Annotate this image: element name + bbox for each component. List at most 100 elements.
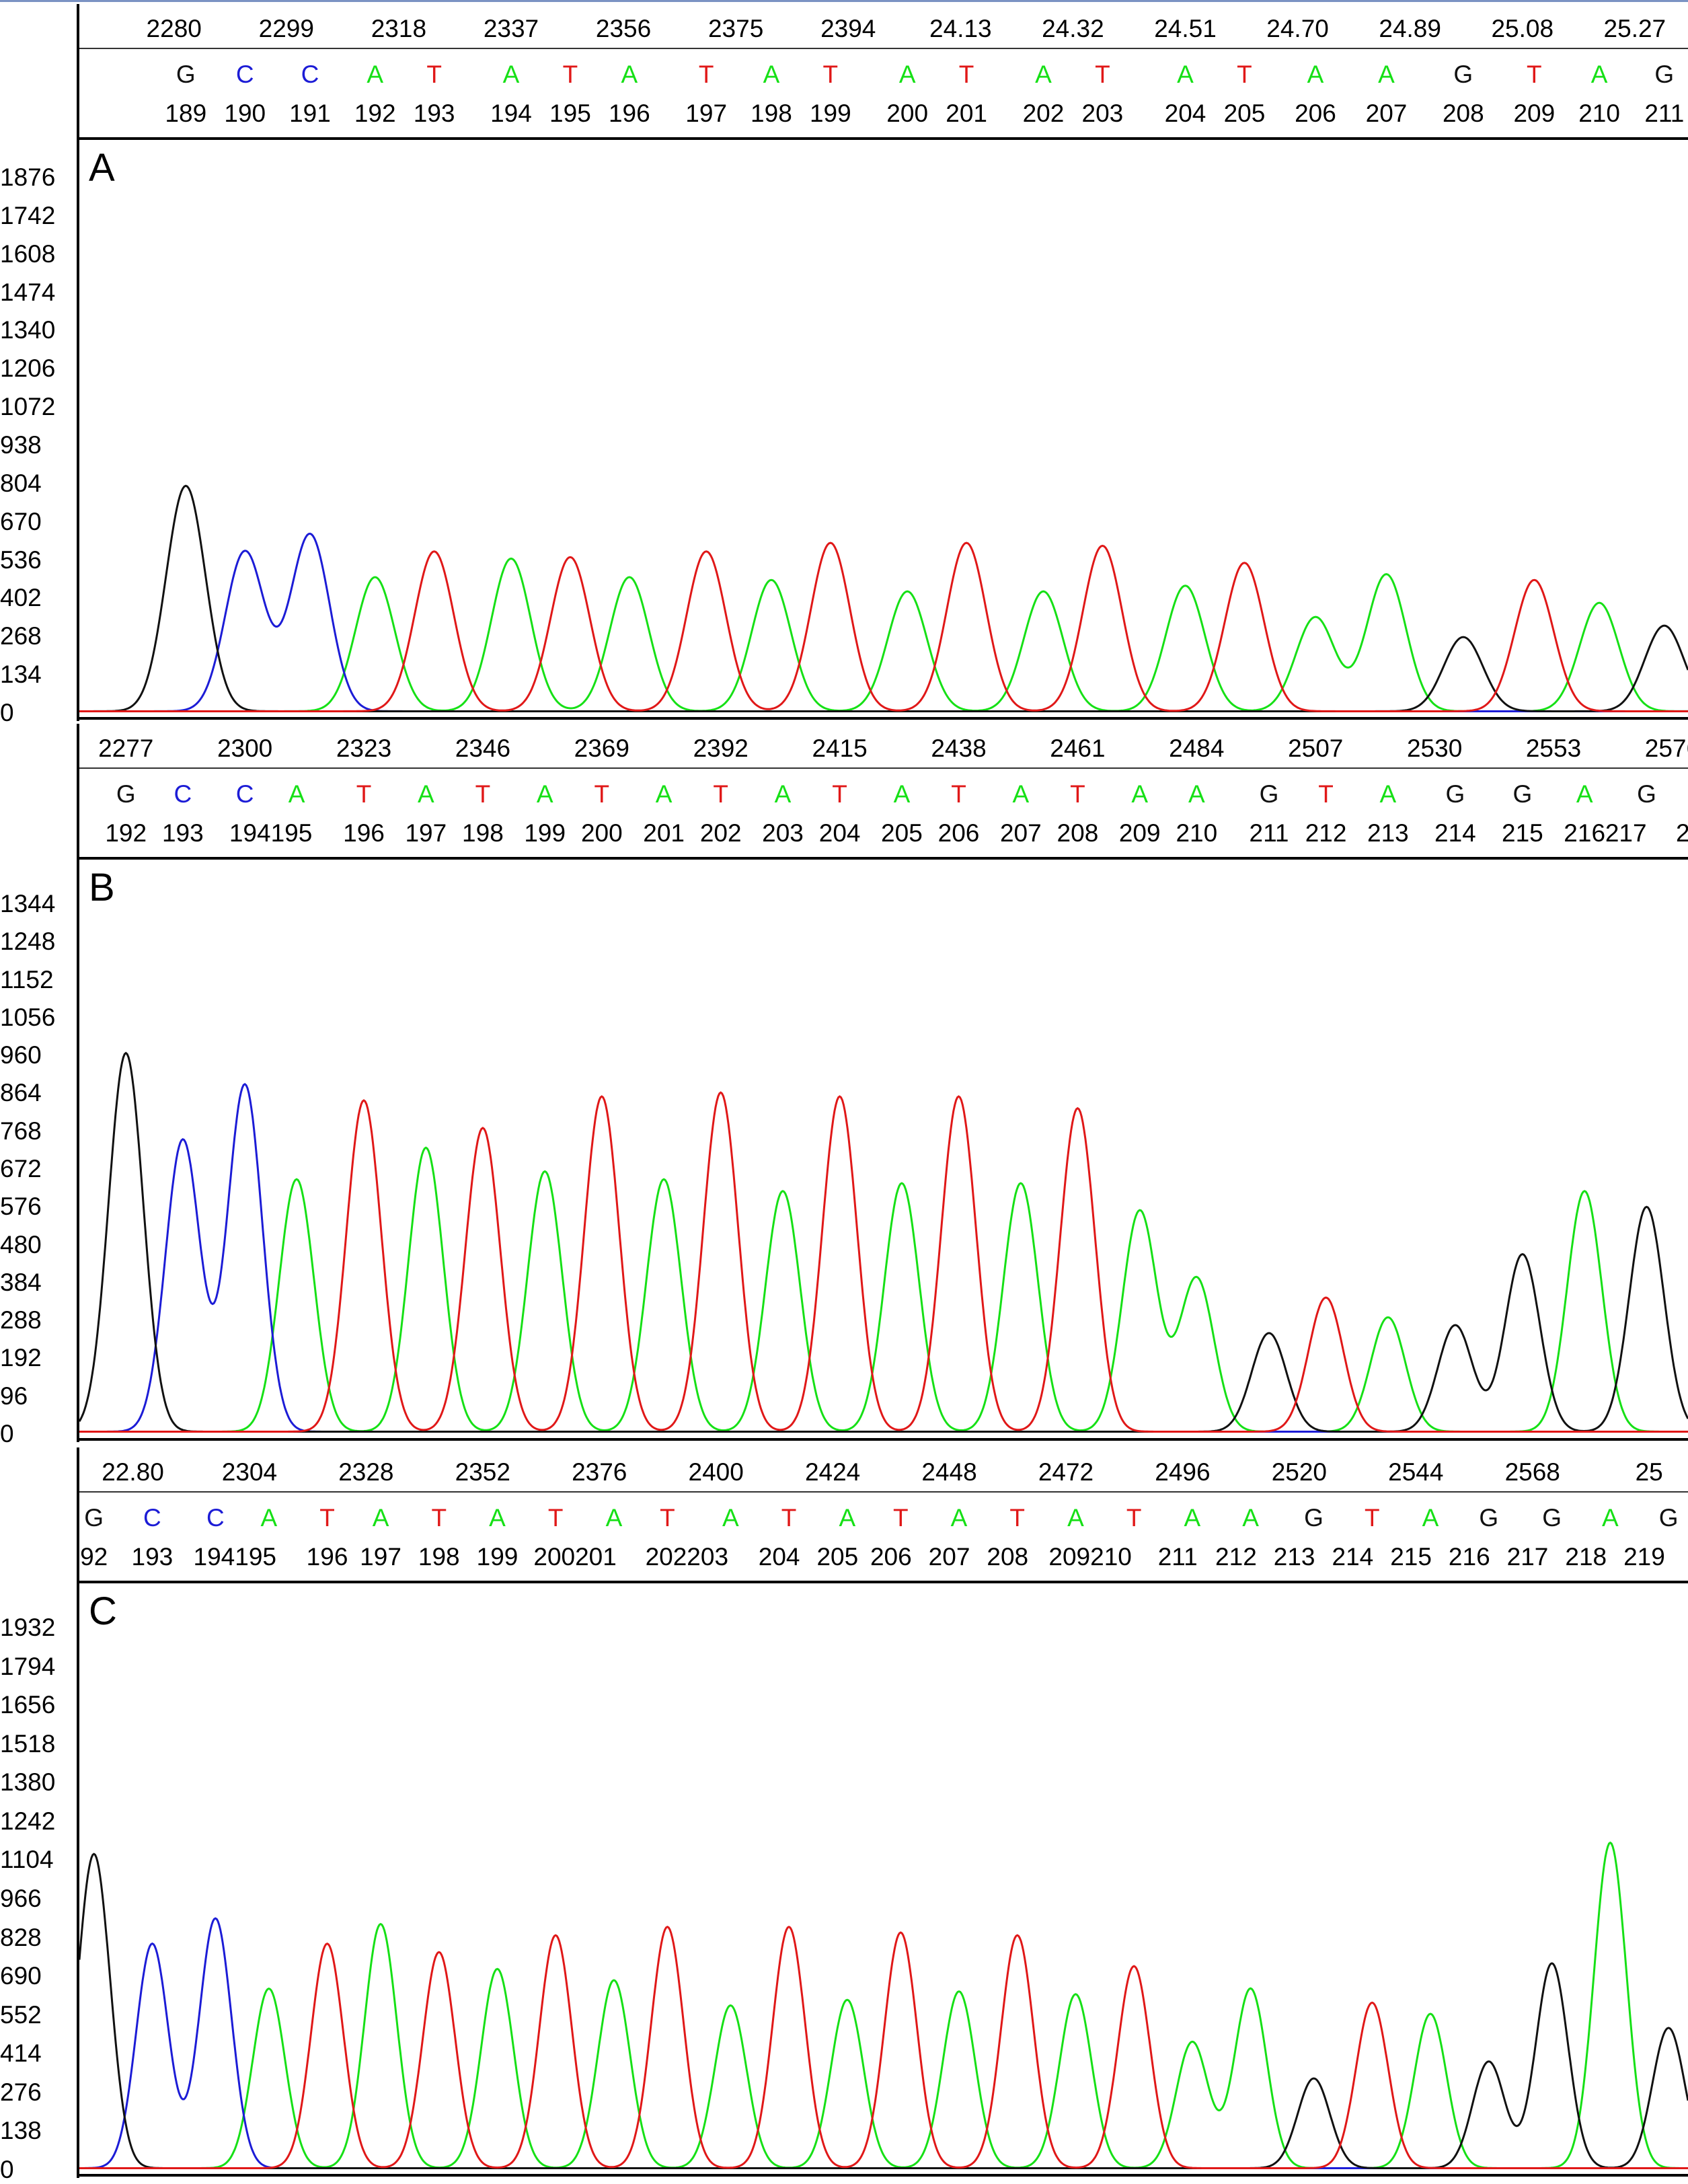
base-call-a: A (1602, 1504, 1619, 1532)
trace-c (79, 532, 1688, 712)
base-call-a: A (655, 780, 673, 808)
base-position-number: 197 (685, 100, 728, 127)
trace-c (79, 1917, 1688, 2169)
base-call-g: G (1479, 1504, 1499, 1532)
header-bottom-line (77, 1581, 1688, 1583)
base-call-a: A (367, 61, 384, 88)
scan-label: 2553 (1525, 735, 1582, 762)
scan-label: 25 (1635, 1458, 1663, 1486)
base-call-t: T (319, 1504, 335, 1532)
base-position-number: 206 (1295, 100, 1336, 127)
base-call-t: T (1070, 780, 1085, 808)
panel-label: A (89, 146, 115, 190)
base-call-a: A (1307, 61, 1324, 88)
scan-label: 2400 (688, 1458, 744, 1486)
y-tick-label: 402 (0, 584, 42, 612)
scan-label: 24.13 (929, 15, 992, 42)
base-position-number: 201 (946, 100, 987, 127)
base-position-number: 196 (608, 100, 650, 127)
base-call-t: T (1095, 61, 1110, 88)
base-call-a: A (1242, 1504, 1259, 1532)
scan-label: 2277 (98, 735, 154, 762)
base-call-a: A (1067, 1504, 1084, 1532)
base-call-t: T (1237, 61, 1252, 88)
base-position-number: 204 (758, 1543, 800, 1571)
y-tick-label: 1206 (0, 354, 56, 383)
base-call-t: T (1009, 1504, 1026, 1532)
base-call-c: C (235, 780, 254, 808)
base-position-number: 192 (105, 819, 147, 847)
base-position-number: 190 (224, 100, 266, 127)
base-position-number: 199 (524, 819, 566, 847)
trace-g (79, 1051, 1688, 1433)
base-call-t: T (660, 1504, 675, 1532)
base-position-number: 217 (1506, 1543, 1549, 1571)
base-position-number: 207 (1365, 100, 1408, 127)
base-position-number: 200201 (533, 1543, 617, 1571)
trace-t (79, 541, 1688, 712)
base-position-number: 204 (818, 819, 861, 847)
base-call-t: T (562, 61, 578, 88)
window-top-border (0, 0, 1688, 2)
base-position-number: 202 (1022, 100, 1065, 127)
x-axis-line (77, 2174, 1688, 2177)
base-call-g: G (1542, 1504, 1562, 1532)
base-call-c: C (143, 1504, 161, 1532)
y-tick-label: 480 (0, 1230, 42, 1258)
base-call-a: A (372, 1504, 389, 1532)
base-call-a: A (1177, 61, 1194, 88)
y-tick-label: 960 (0, 1041, 42, 1069)
base-position-number: 195 (549, 100, 591, 127)
base-call-c: C (235, 61, 254, 88)
y-tick-label: 134 (0, 661, 42, 689)
base-position-number: 192 (354, 100, 396, 127)
trace-t (79, 1091, 1688, 1433)
base-position-number: 207 (928, 1543, 970, 1571)
base-position-number: 205 (1223, 100, 1266, 127)
scan-ruler-line (79, 1491, 1688, 1493)
base-call-g: G (1658, 1504, 1679, 1532)
base-position-number: 212 (1305, 819, 1347, 847)
y-tick-label: 864 (0, 1079, 42, 1107)
trace-g (79, 1852, 1688, 2169)
scan-label: 2337 (483, 15, 539, 42)
trace-a (79, 1841, 1688, 2169)
base-position-number: 203 (1081, 100, 1124, 127)
base-call-g: G (1453, 61, 1473, 88)
y-tick-label: 276 (0, 2078, 42, 2106)
base-position-number: 210 (1176, 819, 1218, 847)
base-position-number: 198 (462, 819, 504, 847)
base-position-number: 209 (1118, 819, 1161, 847)
scan-label: 2530 (1406, 735, 1463, 762)
base-position-number: 211 (1157, 1543, 1198, 1571)
y-tick-label: 0 (0, 2156, 14, 2183)
base-position-number: 2 (1676, 819, 1688, 847)
base-position-number: 217 (1605, 819, 1647, 847)
base-position-number: 211 (1644, 100, 1685, 127)
base-position-number: 189 (165, 100, 207, 127)
base-position-number: 213 (1273, 1543, 1315, 1571)
base-position-number: 196 (306, 1543, 348, 1571)
base-call-c: C (174, 780, 192, 808)
base-call-a: A (605, 1504, 623, 1532)
base-position-number: 208 (987, 1543, 1029, 1571)
base-call-t: T (431, 1504, 447, 1532)
base-call-a: A (1378, 61, 1395, 88)
scan-label: 24.32 (1042, 15, 1104, 42)
y-tick-label: 1344 (0, 890, 56, 917)
base-call-t: T (713, 780, 729, 808)
y-tick-label: 938 (0, 431, 42, 459)
scan-label: 2392 (693, 735, 749, 762)
base-call-t: T (781, 1504, 797, 1532)
base-position-number: 194195 (229, 819, 313, 847)
y-tick-label: 828 (0, 1923, 42, 1951)
base-call-g: G (116, 780, 136, 808)
x-axis-line (77, 1438, 1688, 1441)
scan-label: 25.08 (1491, 15, 1554, 42)
scan-label: 24.51 (1154, 15, 1217, 42)
base-call-a: A (621, 61, 638, 88)
base-call-t: T (892, 1504, 909, 1532)
y-tick-label: 1056 (0, 1003, 56, 1031)
y-tick-label: 96 (0, 1382, 28, 1410)
y-tick-label: 1340 (0, 316, 56, 344)
